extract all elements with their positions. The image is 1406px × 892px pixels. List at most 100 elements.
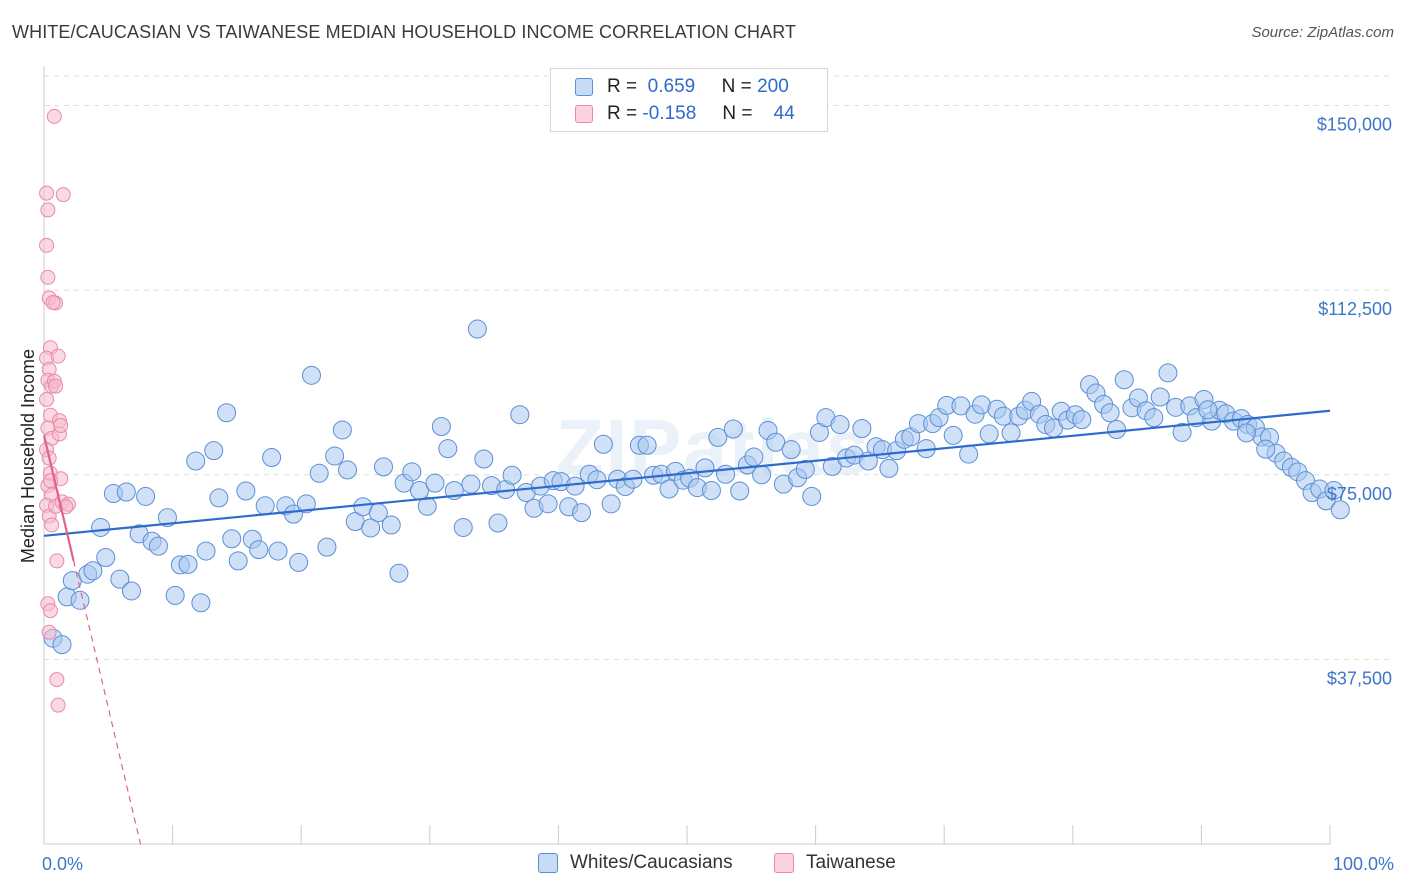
y-tick-label: $112,500 — [1318, 299, 1392, 319]
data-point-whites — [121, 581, 141, 601]
series-taiwanese-points — [39, 108, 76, 713]
data-point-whites — [593, 434, 613, 454]
data-point-whites — [337, 460, 357, 480]
data-point-taiwanese — [40, 202, 56, 218]
data-point-whites — [979, 424, 999, 444]
data-point-whites — [381, 515, 401, 535]
legend-n-value: 44 — [773, 103, 795, 124]
bottom-legend-label: Whites/Caucasians — [570, 852, 733, 873]
data-point-taiwanese — [39, 237, 55, 253]
y-tick-label: $150,000 — [1317, 115, 1392, 135]
data-point-whites — [461, 474, 481, 494]
data-point-whites — [1114, 370, 1134, 390]
data-point-whites — [708, 427, 728, 447]
data-point-whites — [1001, 423, 1021, 443]
data-point-whites — [1256, 439, 1276, 459]
data-point-whites — [148, 536, 168, 556]
data-point-whites — [402, 462, 422, 482]
data-point-whites — [1330, 500, 1350, 520]
data-point-whites — [1324, 481, 1344, 501]
bottom-legend-taiwanese: Taiwanese — [774, 852, 896, 874]
data-point-whites — [474, 449, 494, 469]
data-point-whites — [766, 432, 786, 452]
data-point-taiwanese — [41, 624, 57, 640]
data-point-whites — [91, 517, 111, 537]
data-point-whites — [389, 563, 409, 583]
legend-r-value: -0.158 — [642, 103, 697, 124]
data-point-taiwanese — [48, 378, 64, 394]
data-point-whites — [289, 552, 309, 572]
data-point-whites — [565, 476, 585, 496]
y-axis-label: Median Household Income — [18, 349, 38, 563]
data-point-taiwanese — [50, 697, 66, 713]
data-point-whites — [1198, 400, 1218, 420]
data-point-taiwanese — [55, 187, 71, 203]
data-point-whites — [695, 458, 715, 478]
data-point-whites — [781, 440, 801, 460]
trend-line-taiwanese — [42, 435, 75, 561]
data-point-whites — [752, 465, 772, 485]
grid-lines — [44, 75, 1392, 660]
y-tick-label: $75,000 — [1327, 484, 1392, 504]
data-point-whites — [228, 551, 248, 571]
data-point-whites — [637, 435, 657, 455]
data-point-whites — [178, 554, 198, 574]
data-point-whites — [467, 319, 487, 339]
tick-labels: $37,500 $75,000 $112,500 $150,000 0.0% 100.0% — [42, 115, 1394, 874]
data-point-whites — [325, 446, 345, 466]
data-point-whites — [417, 496, 437, 516]
series-whites-points — [43, 319, 1350, 655]
data-point-whites — [209, 488, 229, 508]
legend-box: R = 0.659 N = 200 R = -0.158 N = 44 — [550, 68, 828, 132]
data-point-whites — [1172, 422, 1192, 442]
legend-row-whites: R = 0.659 N = 200 — [575, 75, 789, 99]
data-point-whites — [1150, 387, 1170, 407]
data-point-whites — [879, 458, 899, 478]
data-point-whites — [236, 481, 256, 501]
data-point-whites — [453, 517, 473, 537]
data-point-whites — [744, 447, 764, 467]
data-point-whites — [795, 459, 815, 479]
data-point-whites — [538, 494, 558, 514]
data-point-whites — [70, 590, 90, 610]
data-point-whites — [249, 540, 269, 560]
data-point-whites — [136, 486, 156, 506]
data-point-whites — [943, 425, 963, 445]
data-point-whites — [96, 547, 116, 567]
data-point-whites — [165, 585, 185, 605]
data-point-whites — [852, 418, 872, 438]
x-tick-label-max: 100.0% — [1333, 854, 1394, 874]
legend-r-value: 0.659 — [647, 76, 696, 97]
bottom-legend-swatch-pink — [774, 853, 794, 873]
data-point-whites — [186, 451, 206, 471]
data-point-whites — [83, 561, 103, 581]
data-point-whites — [502, 465, 522, 485]
x-tick-label-min: 0.0% — [42, 854, 83, 874]
data-point-whites — [309, 463, 329, 483]
data-point-whites — [217, 403, 237, 423]
data-point-taiwanese — [42, 603, 58, 619]
data-point-taiwanese — [46, 108, 62, 124]
legend-n-value: 200 — [757, 76, 789, 97]
data-point-whites — [701, 481, 721, 501]
data-point-whites — [802, 486, 822, 506]
data-point-whites — [283, 504, 303, 524]
data-point-whites — [1072, 410, 1092, 430]
data-point-whites — [296, 494, 316, 514]
data-point-whites — [157, 508, 177, 528]
data-point-whites — [204, 441, 224, 461]
data-point-taiwanese — [53, 418, 69, 434]
data-point-taiwanese — [49, 553, 65, 569]
data-point-taiwanese — [39, 391, 55, 407]
source-credit: Source: ZipAtlas.com — [1251, 24, 1394, 41]
data-point-whites — [488, 513, 508, 533]
data-point-whites — [830, 415, 850, 435]
data-point-whites — [332, 420, 352, 440]
data-point-taiwanese — [40, 269, 56, 285]
data-point-whites — [959, 444, 979, 464]
trend-line-taiwanese-extension — [72, 560, 142, 845]
data-point-whites — [572, 503, 592, 523]
data-point-taiwanese — [45, 294, 61, 310]
data-point-whites — [730, 481, 750, 501]
data-point-taiwanese — [50, 348, 66, 364]
